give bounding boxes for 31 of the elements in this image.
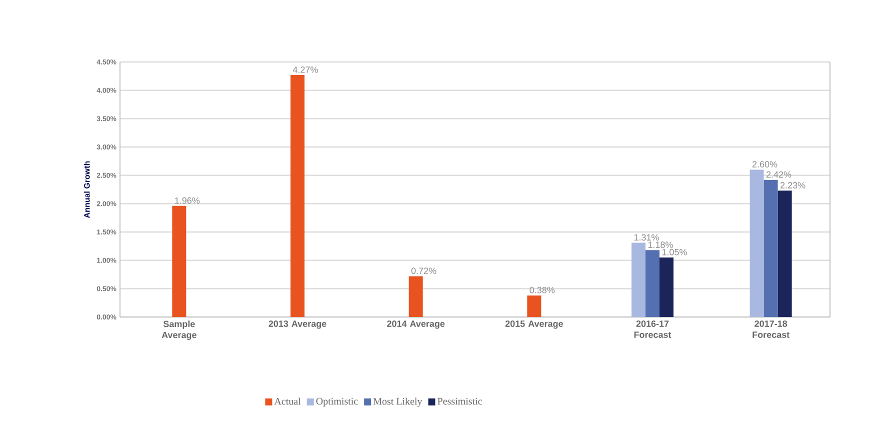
data-label: 1.05% xyxy=(662,248,687,256)
x-tick-label: 2015 Average xyxy=(505,320,563,329)
bar xyxy=(632,242,646,317)
legend-label: Most Likely xyxy=(373,398,422,407)
bar xyxy=(764,180,778,317)
y-axis-title: Annual Growth xyxy=(84,161,90,218)
legend-label: Actual xyxy=(274,398,301,405)
bar xyxy=(778,190,792,317)
data-label: 4.27% xyxy=(292,66,318,73)
legend-label: Pessimistic xyxy=(438,398,482,405)
bar xyxy=(290,75,305,317)
data-label: 0.38% xyxy=(530,286,555,294)
data-label: 2.60% xyxy=(752,161,778,168)
data-label: 2.42% xyxy=(766,171,792,178)
bar xyxy=(660,258,674,317)
data-label: 0.72% xyxy=(411,268,436,274)
bar xyxy=(750,170,764,317)
data-label: 1.18% xyxy=(648,242,673,248)
x-tick-label: 2016-17 Forecast xyxy=(634,320,672,338)
data-label: 1.31% xyxy=(634,234,659,241)
x-tick-label: 2013 Average xyxy=(268,320,326,329)
bar xyxy=(527,295,542,317)
bar xyxy=(408,276,423,317)
bar xyxy=(172,206,186,317)
legend-label: Optimistic xyxy=(316,398,358,407)
data-label: 1.96% xyxy=(175,197,200,204)
bar xyxy=(646,250,660,317)
data-label: 2.23% xyxy=(780,182,806,188)
x-tick-label: Sample Average xyxy=(162,320,196,340)
x-tick-label: 2014 Average xyxy=(387,320,445,329)
x-tick-label: 2017-18 Forecast xyxy=(752,320,790,338)
